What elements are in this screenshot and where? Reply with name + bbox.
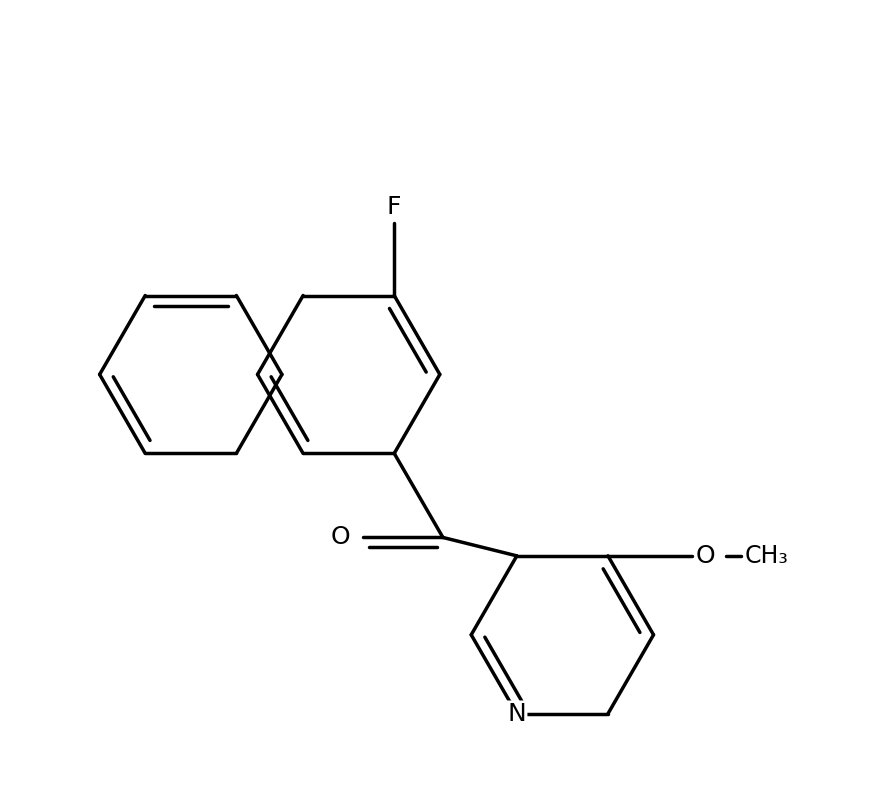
Text: F: F <box>387 195 401 218</box>
Text: O: O <box>330 525 350 549</box>
Text: O: O <box>696 544 715 568</box>
Text: N: N <box>508 702 526 726</box>
Text: CH₃: CH₃ <box>745 544 789 568</box>
